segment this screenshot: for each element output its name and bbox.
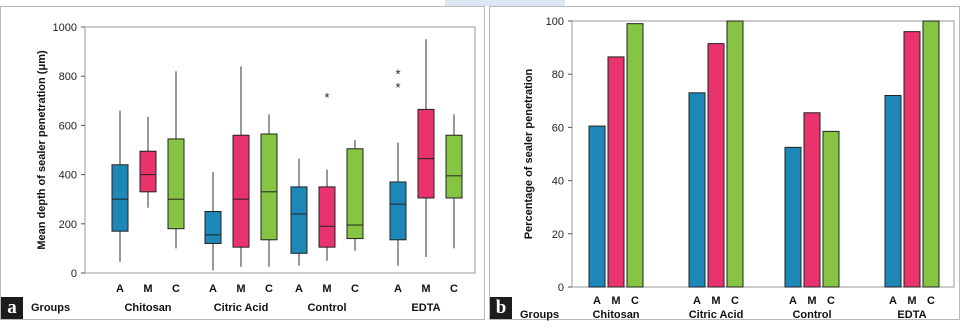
x-subgroup-label: C bbox=[172, 283, 180, 295]
box-chitosan-a bbox=[111, 164, 129, 232]
plot-frame bbox=[84, 26, 476, 274]
bar-citric-acid-c bbox=[726, 20, 744, 288]
y-tick-label: 800 bbox=[59, 71, 77, 83]
y-tick-label: 400 bbox=[59, 170, 77, 182]
bar-panel: 0 20 40 60 80 100 Percentage of sealer penetra… bbox=[489, 6, 960, 321]
box-edta-m bbox=[417, 108, 435, 199]
x-subgroup-label: M bbox=[711, 295, 720, 307]
y-tick-label: 100 bbox=[546, 16, 564, 28]
bar-control-c bbox=[822, 130, 840, 288]
box-control-a bbox=[290, 186, 308, 254]
x-subgroup-label: C bbox=[351, 283, 359, 295]
x-group-label: Chitosan bbox=[592, 309, 639, 321]
x-subgroup-label: C bbox=[927, 295, 935, 307]
x-subgroup-label: C bbox=[827, 295, 835, 307]
x-group-label: Control bbox=[792, 309, 831, 321]
bar-chitosan-a bbox=[588, 125, 606, 288]
x-subgroup-label: M bbox=[322, 283, 331, 295]
x-subgroup-label: M bbox=[807, 295, 816, 307]
x-subgroup-label: C bbox=[450, 283, 458, 295]
outlier-marker: * bbox=[395, 80, 400, 95]
bar-citric-acid-a bbox=[688, 92, 706, 288]
y-tick-label: 0 bbox=[558, 282, 564, 294]
boxplot-chart: 0 200 400 600 800 1000 Mean depth of sealer pe… bbox=[31, 22, 476, 314]
x-subgroup-label: A bbox=[693, 295, 701, 307]
bar-edta-a bbox=[884, 94, 902, 288]
x-subgroup-label: C bbox=[731, 295, 739, 307]
x-subgroup-label: A bbox=[209, 283, 217, 295]
bar-chitosan-m bbox=[607, 56, 625, 288]
panel-divider bbox=[486, 6, 489, 320]
x-subgroup-label: M bbox=[143, 283, 152, 295]
box-chitosan-m bbox=[139, 150, 157, 193]
box-citric-acid-a bbox=[204, 211, 222, 244]
x-subgroup-label: A bbox=[295, 283, 303, 295]
x-subgroup-label: C bbox=[265, 283, 273, 295]
x-subgroup-label: A bbox=[116, 283, 124, 295]
box-citric-acid-c bbox=[260, 133, 278, 241]
y-axis-title: Percentage of sealer penetration bbox=[523, 68, 535, 239]
panel-label-b: b bbox=[490, 297, 512, 319]
x-group-label: EDTA bbox=[411, 302, 440, 314]
box-chitosan-c bbox=[167, 138, 185, 230]
y-tick-label: 1000 bbox=[53, 22, 77, 34]
header-strip bbox=[445, 0, 565, 6]
x-subgroup-label: M bbox=[907, 295, 916, 307]
box-control-c bbox=[346, 148, 364, 240]
x-subgroup-label: A bbox=[593, 295, 601, 307]
plot-frame bbox=[571, 20, 955, 288]
y-axis-title: Mean depth of sealer penetration (μm) bbox=[36, 50, 48, 250]
x-group-label: EDTA bbox=[897, 309, 926, 321]
y-tick-label: 60 bbox=[552, 122, 564, 134]
bar-chart: 0 20 40 60 80 100 Percentage of sealer penetra… bbox=[520, 16, 955, 321]
bar-edta-m bbox=[903, 31, 921, 288]
bar-chitosan-c bbox=[626, 23, 644, 288]
panel-label-a: a bbox=[1, 297, 23, 319]
bar-citric-acid-m bbox=[707, 43, 725, 288]
box-edta-a bbox=[389, 181, 407, 241]
x-group-label: Citric Acid bbox=[689, 309, 744, 321]
x-subgroup-label: M bbox=[421, 283, 430, 295]
x-group-label: Chitosan bbox=[124, 302, 171, 314]
x-group-label: Citric Acid bbox=[214, 302, 269, 314]
bar-control-a bbox=[784, 146, 802, 288]
y-tick-label: 20 bbox=[552, 229, 564, 241]
x-subgroup-label: A bbox=[889, 295, 897, 307]
outlier-marker: * bbox=[395, 67, 400, 82]
box-citric-acid-m bbox=[232, 134, 250, 248]
boxplot-panel: 0 200 400 600 800 1000 Mean depth of sealer pe… bbox=[0, 6, 485, 320]
x-subgroup-label: M bbox=[236, 283, 245, 295]
x-group-label: Control bbox=[307, 302, 346, 314]
y-tick-label: 600 bbox=[59, 120, 77, 132]
x-subgroup-label: A bbox=[394, 283, 402, 295]
y-tick-label: 80 bbox=[552, 69, 564, 81]
bar-control-m bbox=[803, 112, 821, 288]
x-axis-title: Groups bbox=[520, 309, 559, 321]
box-edta-c bbox=[445, 134, 463, 199]
outlier-marker: * bbox=[324, 90, 329, 105]
bar-edta-c bbox=[922, 20, 940, 288]
y-tick-label: 40 bbox=[552, 176, 564, 188]
x-subgroup-label: C bbox=[631, 295, 639, 307]
y-tick-label: 200 bbox=[59, 219, 77, 231]
x-axis-title: Groups bbox=[31, 302, 70, 314]
x-subgroup-label: A bbox=[789, 295, 797, 307]
y-tick-label: 0 bbox=[71, 268, 77, 280]
box-control-m bbox=[318, 186, 336, 248]
x-subgroup-label: M bbox=[611, 295, 620, 307]
